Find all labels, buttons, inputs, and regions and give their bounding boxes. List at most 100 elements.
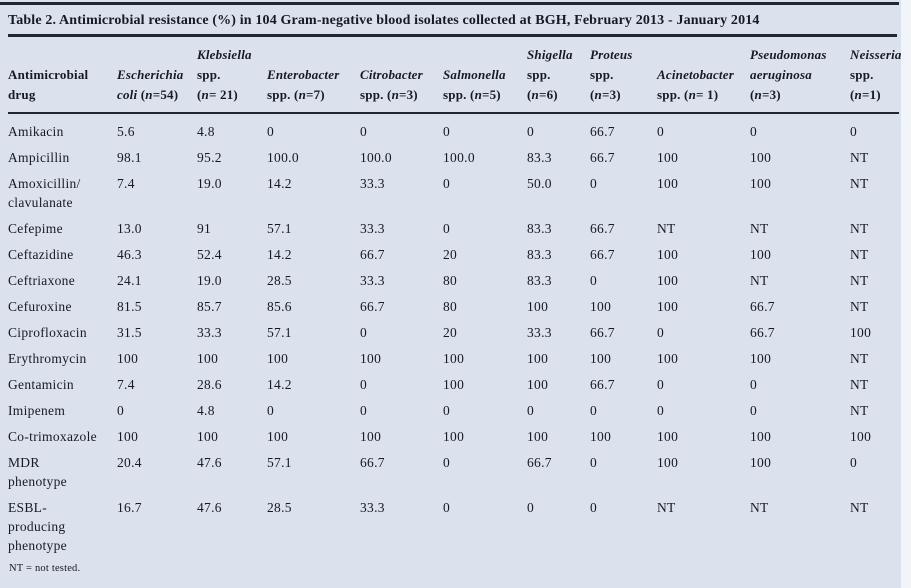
value-cell: NT (850, 403, 869, 418)
value-cell: 83.3 (527, 273, 552, 288)
header-cell-klebsiella-spp: Klebsiella spp. (n= 21) (197, 37, 267, 114)
value-cell: NT (750, 500, 769, 515)
value-cell: 100 (657, 351, 679, 366)
header-cell-proteus-spp: Proteus spp. (n=3) (590, 37, 657, 114)
value-cell: 24.1 (117, 273, 142, 288)
table-row: Erythromycin 100 100 100 100 100 100 100 100 100 N… (8, 345, 899, 371)
value-cell: 100 (750, 247, 772, 262)
value-cell: 66.7 (527, 455, 552, 470)
value-cell: 0 (657, 124, 665, 139)
value-cell: 13.0 (117, 221, 142, 236)
drug-name-cell: Amikacin (8, 124, 64, 139)
value-cell: 66.7 (590, 247, 615, 262)
value-cell: 100 (657, 299, 679, 314)
value-cell: 100 (197, 351, 219, 366)
value-cell: NT (850, 351, 869, 366)
value-cell: 28.5 (267, 273, 292, 288)
value-cell: 66.7 (750, 299, 775, 314)
value-cell: NT (850, 150, 869, 165)
value-cell: 0 (443, 455, 451, 470)
value-cell: 100.0 (360, 150, 392, 165)
table-row: Cefuroxine 81.5 85.7 85.6 66.7 80 100 100 100 66.… (8, 293, 899, 319)
value-cell: 81.5 (117, 299, 142, 314)
value-cell: 66.7 (360, 299, 385, 314)
value-cell: 33.3 (360, 221, 385, 236)
drug-name-cell: Cefuroxine (8, 299, 72, 314)
value-cell: 0 (750, 403, 758, 418)
value-cell: 0 (590, 273, 598, 288)
value-cell: 100 (267, 429, 289, 444)
table-row: Ceftriaxone 24.1 19.0 28.5 33.3 80 83.3 0 100 NT N… (8, 267, 899, 293)
table-row: Co-trimoxazole 100 100 100 100 100 100 100 100 10… (8, 423, 899, 449)
value-cell: 100 (850, 429, 872, 444)
value-cell: 57.1 (267, 325, 292, 340)
value-cell: 100 (527, 299, 549, 314)
value-cell: 31.5 (117, 325, 142, 340)
value-cell: 91 (197, 221, 212, 236)
value-cell: 0 (657, 377, 665, 392)
value-cell: 14.2 (267, 176, 292, 191)
drug-name-cell: Gentamicin (8, 377, 74, 392)
value-cell: 95.2 (197, 150, 222, 165)
header-cell-antimicrobial-drug: Antimicrobial drug (8, 37, 117, 114)
value-cell: NT (850, 377, 869, 392)
value-cell: 100 (117, 429, 139, 444)
header-cell-neisseria-spp: Neisseria spp. (n=1) (850, 37, 901, 114)
table-title: Table 2. Antimicrobial resistance (%) in… (8, 13, 760, 28)
value-cell: 100 (657, 247, 679, 262)
header-row: Antimicrobial drug Escherichia coli (n=54) K… (8, 37, 901, 114)
table-row: Amoxicillin/clavulanate 7.4 19.0 14.2 33.3 0 5… (8, 170, 899, 215)
value-cell: 4.8 (197, 124, 215, 139)
value-cell: 0 (443, 500, 451, 515)
value-cell: 66.7 (360, 455, 385, 470)
value-cell: 0 (267, 124, 275, 139)
value-cell: 0 (590, 500, 598, 515)
value-cell: 0 (360, 403, 368, 418)
value-cell: 4.8 (197, 403, 215, 418)
value-cell: 100 (850, 325, 872, 340)
drug-name-cell: Ceftazidine (8, 247, 74, 262)
value-cell: 47.6 (197, 455, 222, 470)
value-cell: 0 (750, 377, 758, 392)
table-row: Amikacin 5.6 4.8 0 0 0 0 66.7 0 0 0 (8, 113, 899, 144)
value-cell: 0 (360, 325, 368, 340)
table-row: Gentamicin 7.4 28.6 14.2 0 100 100 66.7 0 0 NT (8, 371, 899, 397)
value-cell: 100 (750, 455, 772, 470)
value-cell: 66.7 (750, 325, 775, 340)
value-cell: 100 (443, 377, 465, 392)
value-cell: 20 (443, 247, 458, 262)
value-cell: 80 (443, 273, 458, 288)
value-cell: 19.0 (197, 273, 222, 288)
value-cell: 57.1 (267, 221, 292, 236)
header-cell-salmonella-spp: Salmonella spp. (n=5) (443, 37, 527, 114)
header-cell-shigella-spp: Shigella spp. (n=6) (527, 37, 590, 114)
drug-name-cell: Ceftriaxone (8, 273, 76, 288)
drug-name-cell: MDR phenotype (8, 455, 67, 489)
value-cell: 66.7 (590, 124, 615, 139)
value-cell: 33.3 (197, 325, 222, 340)
value-cell: 66.7 (590, 150, 615, 165)
value-cell: 100 (657, 455, 679, 470)
footnote: NT = not tested. (9, 563, 81, 574)
value-cell: 100 (527, 377, 549, 392)
value-cell: 7.4 (117, 377, 135, 392)
header-cell-pseudomonas-aeruginosa: Pseudomonas aeruginosa (n=3) (750, 37, 850, 114)
value-cell: 20.4 (117, 455, 142, 470)
value-cell: 100 (267, 351, 289, 366)
value-cell: 100 (360, 429, 382, 444)
value-cell: 33.3 (360, 500, 385, 515)
value-cell: 100 (657, 176, 679, 191)
value-cell: 66.7 (590, 325, 615, 340)
value-cell: 83.3 (527, 221, 552, 236)
drug-name-cell: Erythromycin (8, 351, 87, 366)
value-cell: 100.0 (443, 150, 475, 165)
value-cell: NT (850, 500, 869, 515)
value-cell: 14.2 (267, 247, 292, 262)
value-cell: 47.6 (197, 500, 222, 515)
value-cell: 80 (443, 299, 458, 314)
value-cell: 100 (590, 429, 612, 444)
value-cell: 85.7 (197, 299, 222, 314)
value-cell: 0 (443, 403, 451, 418)
header-cell-citrobacter-spp: Citrobacter spp. (n=3) (360, 37, 443, 114)
